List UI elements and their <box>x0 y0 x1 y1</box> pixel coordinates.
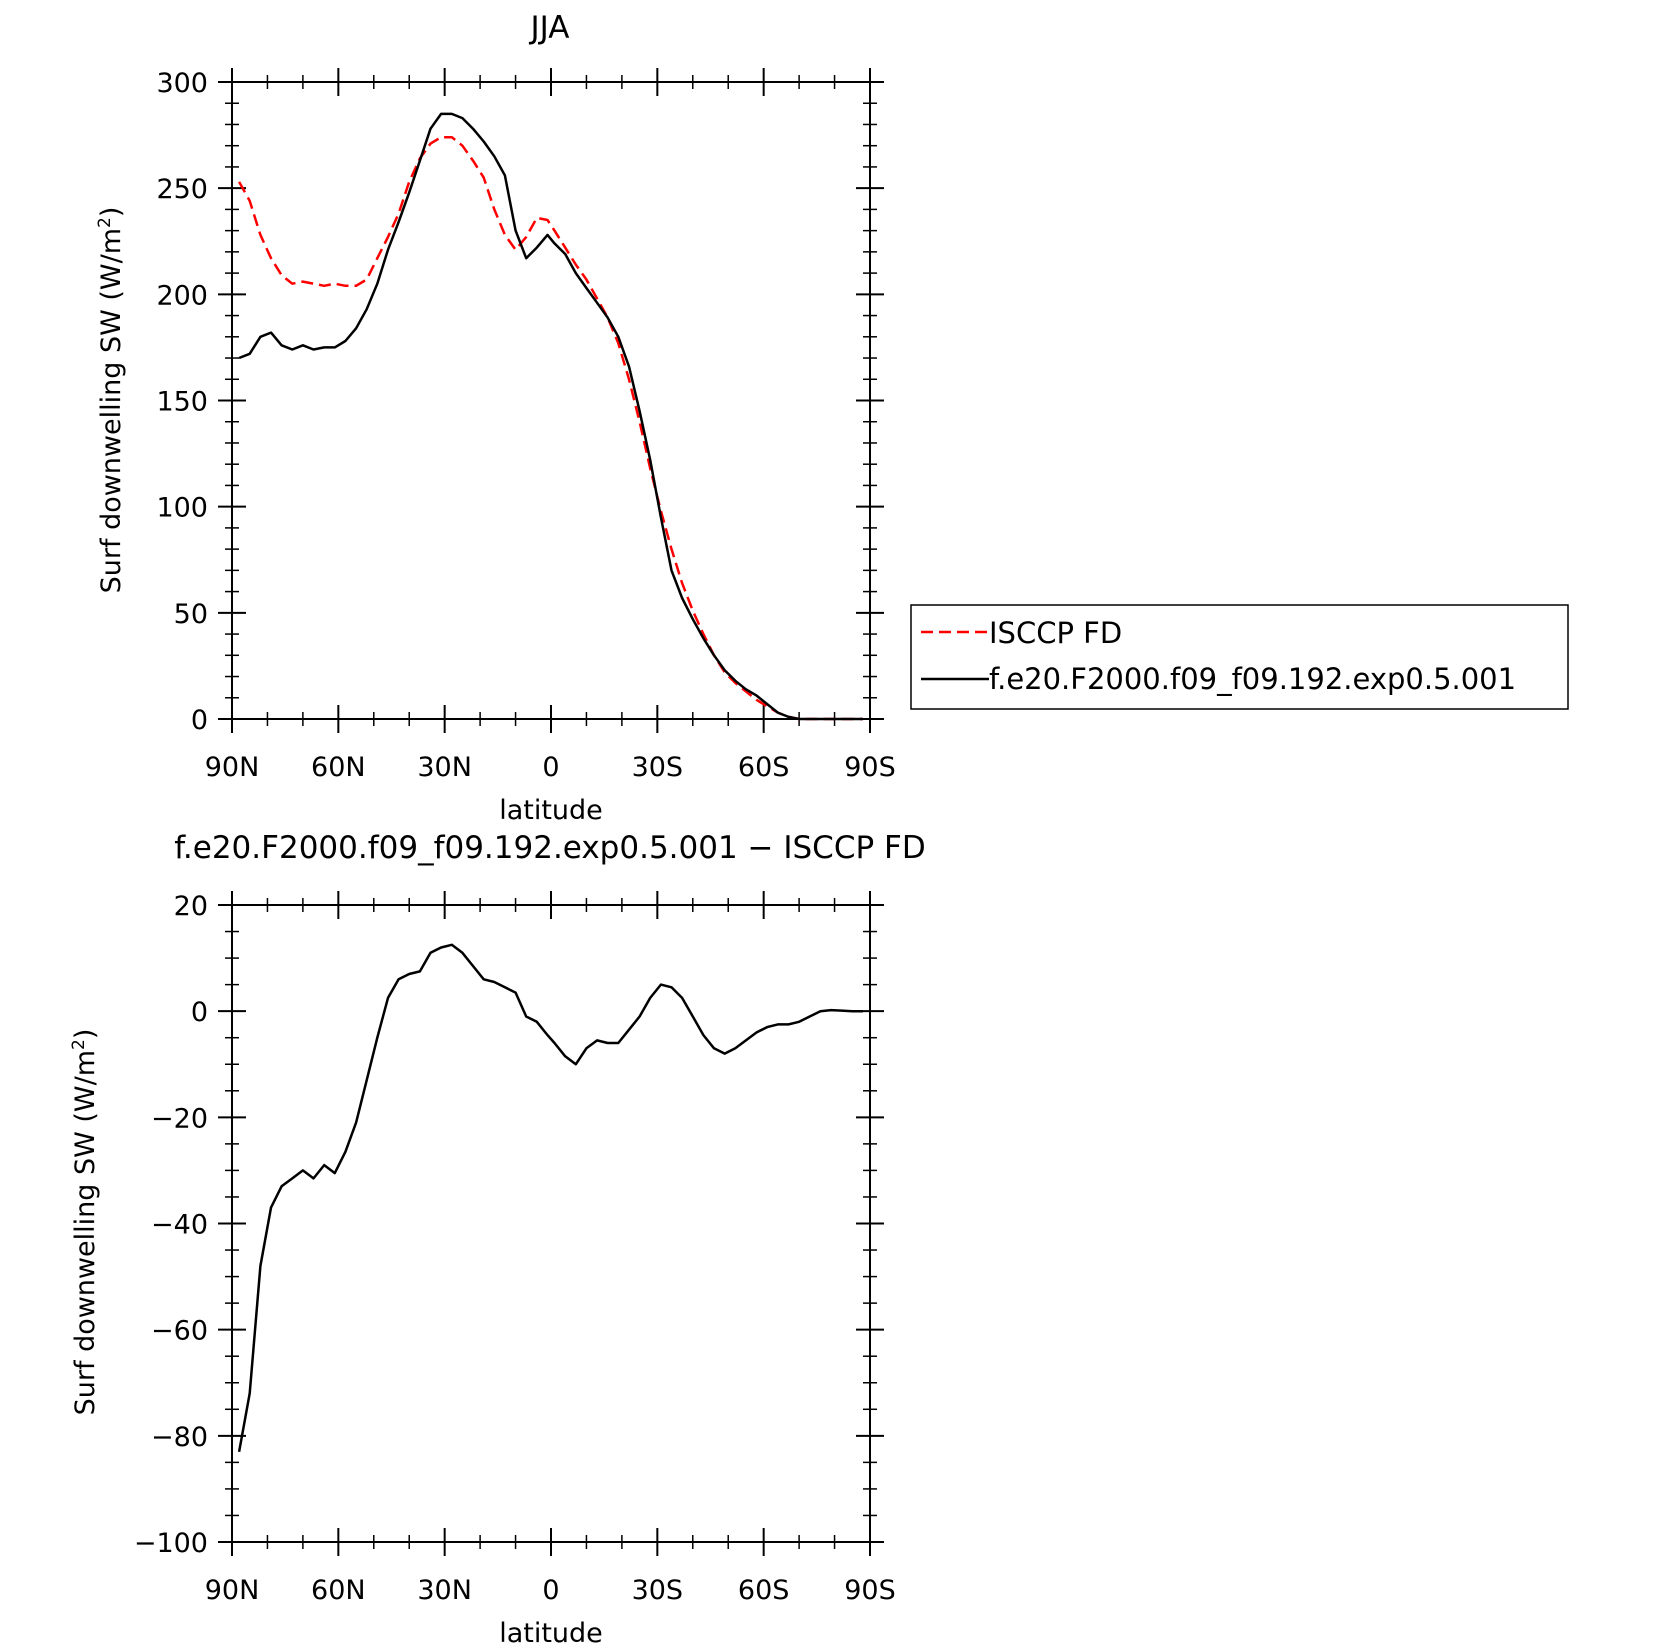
panel-top-series <box>238 112 863 721</box>
panel-bottom-ytick-label: 20 <box>174 891 208 922</box>
legend-label-model: f.e20.F2000.f09_f09.192.exp0.5.001 <box>989 662 1516 696</box>
panel-top-ytick-labels: 0 50 100 150 200 250 300 <box>156 68 208 736</box>
panel-bottom-y-axis-label-sup: 2 <box>69 1039 89 1050</box>
panel-bottom-ytick-labels: −100 −80 −60 −40 −20 0 20 <box>134 891 208 1559</box>
panel-bottom-plot-frame <box>231 904 871 1543</box>
panel-bottom-xtick-label: 30S <box>632 1575 684 1606</box>
panel-bottom-y-axis-label-close: ) <box>70 1029 101 1040</box>
panel-bottom-ytick-label: 0 <box>191 997 208 1028</box>
legend-box <box>910 604 1569 710</box>
panel-top-ytick-label: 200 <box>156 280 208 311</box>
legend-label-isccp: ISCCP FD <box>989 616 1122 650</box>
panel-bottom-y-axis-label-text: Surf downwelling SW (W/m <box>70 1050 101 1415</box>
panel-bottom-xtick-label: 30N <box>417 1575 472 1606</box>
panel-bottom-ytick-label: −80 <box>151 1422 208 1453</box>
panel-top-y-axis-label: Surf downwelling SW (W/m2) <box>95 207 127 594</box>
panel-top-y-axis-label-sup: 2 <box>95 217 115 228</box>
panel-bottom-series-line-model <box>237 943 863 1453</box>
panel-top-xtick-labels: 90N 60N 30N 0 30S 60S 90S <box>205 752 896 783</box>
panel-bottom-xtick-label: 90N <box>205 1575 260 1606</box>
panel-top-ytick-label: 250 <box>156 174 208 205</box>
panel-bottom-x-axis-label: latitude <box>499 1618 603 1649</box>
panel-top-ytick-label: 150 <box>156 387 208 418</box>
panel-bottom-series <box>237 943 863 1453</box>
panel-bottom-xtick-label: 60N <box>311 1575 366 1606</box>
panel-bottom-ytick-label: −60 <box>151 1316 208 1347</box>
panel-top-xtick-label: 60S <box>738 752 790 783</box>
panel-top-plot-frame <box>231 81 871 720</box>
panel-top-ytick-label: 300 <box>156 68 208 99</box>
panel-top-xtick-label: 30N <box>417 752 472 783</box>
panel-top-ytick-label: 100 <box>156 493 208 524</box>
panel-bottom-xtick-label: 60S <box>738 1575 790 1606</box>
panel-bottom-ytick-label: −100 <box>134 1528 208 1559</box>
panel-top-xtick-label: 30S <box>632 752 684 783</box>
panel-bottom-y-axis-label: Surf downwelling SW (W/m2) <box>69 1029 101 1416</box>
panel-bottom-ytick-label: −40 <box>151 1210 208 1241</box>
panel-top-ticks <box>218 68 884 733</box>
panel-bottom-xtick-labels: 90N 60N 30N 0 30S 60S 90S <box>205 1575 896 1606</box>
panel-top-ytick-label: 50 <box>174 599 208 630</box>
panel-top-x-axis-label: latitude <box>499 795 603 826</box>
panel-top-xtick-label: 90S <box>844 752 896 783</box>
panel-bottom-ytick-label: −20 <box>151 1103 208 1134</box>
legend: ISCCP FD f.e20.F2000.f09_f09.192.exp0.5.… <box>910 604 1569 710</box>
panel-bottom-ticks <box>218 891 884 1556</box>
panel-top-title: JJA <box>529 10 570 46</box>
panel-top-series-line-model <box>238 112 863 721</box>
panel-bottom-chart: f.e20.F2000.f09_f09.192.exp0.5.001 − ISC… <box>69 830 926 1649</box>
panel-bottom-xtick-label: 90S <box>844 1575 896 1606</box>
panel-bottom-title: f.e20.F2000.f09_f09.192.exp0.5.001 − ISC… <box>174 830 925 866</box>
panel-top-y-axis-label-close: ) <box>96 207 127 218</box>
panel-top-series-line-isccp <box>238 135 863 721</box>
panel-top-xtick-label: 60N <box>311 752 366 783</box>
panel-bottom-xtick-label: 0 <box>542 1575 559 1606</box>
panel-top-xtick-label: 90N <box>205 752 260 783</box>
panel-top-xtick-label: 0 <box>542 752 559 783</box>
panel-top-ytick-label: 0 <box>191 705 208 736</box>
panel-top-y-axis-label-text: Surf downwelling SW (W/m <box>96 228 127 593</box>
